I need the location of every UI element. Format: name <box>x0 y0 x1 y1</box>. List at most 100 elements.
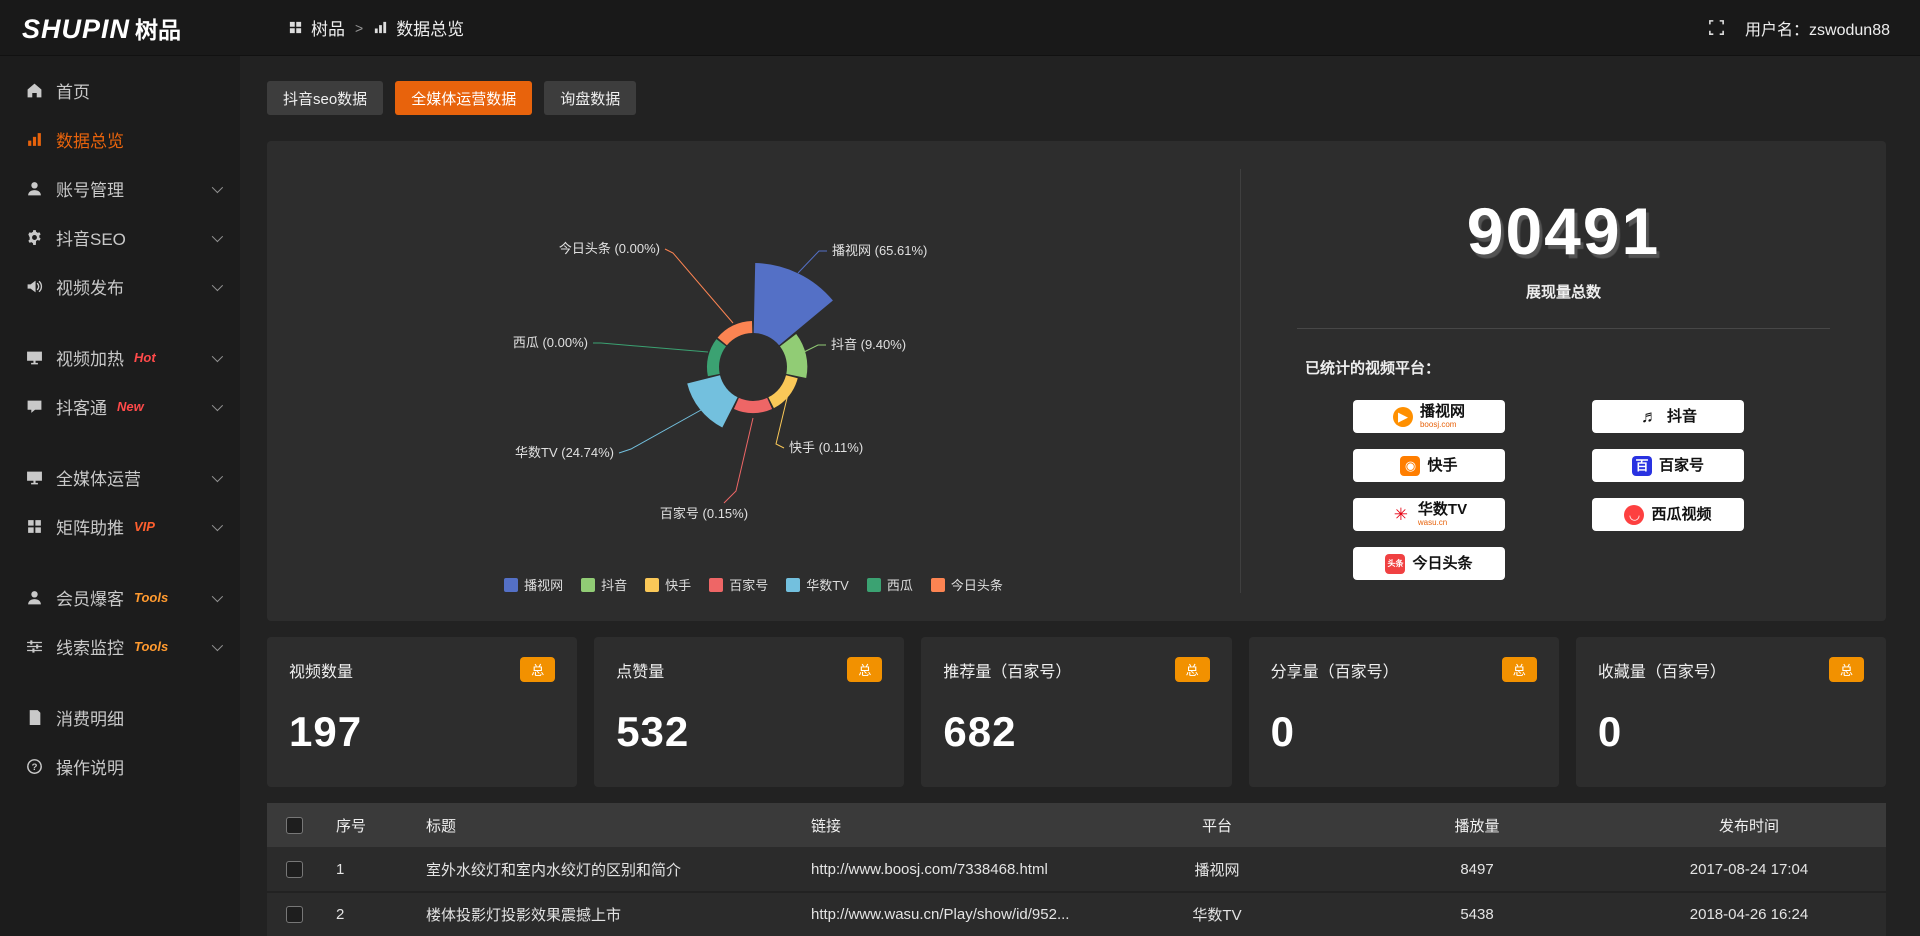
select-all-checkbox[interactable] <box>286 816 303 834</box>
pie-slice-2[interactable] <box>768 375 798 409</box>
tab-media-operation-data[interactable]: 全媒体运营数据 <box>395 81 533 115</box>
legend-item[interactable]: 抖音 <box>581 575 627 594</box>
svg-text:?: ? <box>32 762 38 773</box>
username-label[interactable]: 用户名：zswodun88 <box>1745 21 1890 39</box>
chevron-down-icon <box>211 590 224 602</box>
total-badge[interactable]: 总 <box>1829 657 1865 682</box>
sidebar-item-video-heating[interactable]: 视频加热 Hot <box>0 333 240 382</box>
breadcrumb-root-icon <box>288 20 303 35</box>
stat-card-title: 收藏量（百家号） <box>1597 663 1726 681</box>
table-section: 序号 标题 链接 平台 播放量 发布时间 1 室外水绞灯和室内水绞灯的区别和简介 http://… <box>267 803 1886 936</box>
row-checkbox[interactable] <box>286 860 303 878</box>
sidebar-item-home[interactable]: 首页 <box>0 66 240 115</box>
sidebar-item-tag: Tools <box>134 590 169 605</box>
platform-logo-icon: ♬ <box>1640 407 1658 426</box>
pie-label-line <box>775 393 789 449</box>
pie-label: 华数TV (24.74%) <box>515 445 614 460</box>
pie-label: 百家号 (0.15%) <box>660 506 748 521</box>
platform-badge: ◉ 快手 <box>1353 449 1505 482</box>
user-icon <box>28 591 41 605</box>
stat-card: 分享量（百家号） 总 0 <box>1248 637 1559 787</box>
pie-label: 抖音 (9.40%) <box>831 337 906 352</box>
logo-text: SHUPIN <box>22 13 131 44</box>
stat-card-value: 532 <box>616 708 690 755</box>
sidebar-item-label: 会员爆客 <box>56 590 124 609</box>
platform-badge: 头条 今日头条 <box>1353 547 1505 580</box>
sidebar-item-media-operation[interactable]: 全媒体运营 <box>0 453 240 502</box>
pie-slice-3[interactable] <box>733 397 773 414</box>
sidebar-item-operation-guide[interactable]: ? 操作说明 <box>0 742 240 791</box>
pie-slice-6[interactable] <box>717 321 753 346</box>
sidebar-item-douyin-seo[interactable]: 抖音SEO <box>0 213 240 262</box>
platform-badge: ◡ 西瓜视频 <box>1592 498 1744 531</box>
pie-label-line <box>593 342 709 353</box>
cell-plays: 8497 <box>1342 847 1612 893</box>
total-badge[interactable]: 总 <box>1501 657 1537 682</box>
app-logo[interactable]: SHUPIN 树品 <box>0 11 240 45</box>
topbar: SHUPIN 树品 树品 > 数据总览 用户名：zswodun88 <box>0 0 1920 56</box>
sidebar-item-douketong[interactable]: 抖客通 New <box>0 382 240 431</box>
legend-label: 百家号 <box>729 578 769 593</box>
platform-badge: ✳ 华数TV wasu.cn <box>1353 498 1505 531</box>
column-header: 发布时间 <box>1612 803 1886 847</box>
total-display-label: 展现量总数 <box>1297 281 1830 329</box>
sidebar: 首页 数据总览 账号管理抖音SEO 视频发布视频加热 Hot 抖客通 New 全媒体运营 矩阵助… <box>0 56 240 936</box>
legend-label: 播视网 <box>524 578 564 593</box>
pie-slice-5[interactable] <box>706 339 726 377</box>
total-badge[interactable]: 总 <box>1174 657 1210 682</box>
column-header: 序号 <box>322 803 412 847</box>
sidebar-item-data-overview[interactable]: 数据总览 <box>0 115 240 164</box>
chevron-down-icon <box>211 230 224 242</box>
total-badge[interactable]: 总 <box>520 657 556 682</box>
cell-link[interactable]: http://www.wasu.cn/Play/show/id/952... <box>797 892 1092 936</box>
row-checkbox[interactable] <box>286 906 303 924</box>
tab-inquiry-data[interactable]: 询盘数据 <box>544 81 637 115</box>
legend-item[interactable]: 今日头条 <box>930 575 1003 594</box>
legend-swatch <box>866 577 881 592</box>
cell-link[interactable]: http://www.boosj.com/7338468.html <box>797 847 1092 893</box>
pie-label-line <box>723 417 754 504</box>
legend-item[interactable]: 西瓜 <box>866 575 913 594</box>
gear-icon <box>28 230 41 245</box>
breadcrumb-root[interactable]: 树品 <box>311 20 345 39</box>
chevron-down-icon <box>211 350 224 362</box>
chevron-down-icon <box>211 519 224 531</box>
platform-logo-icon: ✳ <box>1393 505 1409 524</box>
tab-douyin-seo-data[interactable]: 抖音seo数据 <box>267 81 384 115</box>
sidebar-item-clue-monitor[interactable]: 线索监控 Tools <box>0 622 240 671</box>
sidebar-item-consumption-detail[interactable]: 消费明细 <box>0 693 240 742</box>
total-badge[interactable]: 总 <box>847 657 883 682</box>
breadcrumb-current[interactable]: 数据总览 <box>396 20 465 39</box>
pie-label: 西瓜 (0.00%) <box>513 335 588 350</box>
question-icon: ? <box>27 759 42 774</box>
column-header: 平台 <box>1092 803 1342 847</box>
grid-icon <box>28 520 41 533</box>
stat-card: 视频数量 总 197 <box>267 637 578 787</box>
sidebar-item-label: 抖音SEO <box>56 230 126 249</box>
platform-subtext: wasu.cn <box>1417 518 1448 527</box>
pie-label: 今日头条 (0.00%) <box>559 241 660 256</box>
total-display-count: 90491 <box>1466 194 1661 268</box>
sidebar-item-matrix-boost[interactable]: 矩阵助推 VIP <box>0 502 240 551</box>
legend-item[interactable]: 华数TV <box>786 575 849 594</box>
monitor-icon <box>27 351 42 365</box>
pie-slice-0[interactable] <box>753 263 833 346</box>
column-header: 播放量 <box>1342 803 1612 847</box>
sidebar-item-member-burst[interactable]: 会员爆客 Tools <box>0 573 240 622</box>
sidebar-item-account-management[interactable]: 账号管理 <box>0 164 240 213</box>
fullscreen-icon[interactable] <box>1708 19 1725 36</box>
main-content: 抖音seo数据 全媒体运营数据 询盘数据 播视网 (65.61%) 抖音 (9.40%… <box>240 56 1920 936</box>
platform-logo-icon: 头条 <box>1385 553 1406 574</box>
legend-item[interactable]: 快手 <box>645 575 691 594</box>
sidebar-item-video-publish[interactable]: 视频发布 <box>0 262 240 311</box>
cell-title[interactable]: 楼体投影灯投影效果震撼上市 <box>412 892 797 936</box>
pie-slice-4[interactable] <box>687 375 738 428</box>
legend-label: 快手 <box>665 578 692 593</box>
table-row: 1 室外水绞灯和室内水绞灯的区别和简介 http://www.boosj.com/7… <box>267 847 1886 893</box>
legend-item[interactable]: 播视网 <box>504 575 563 594</box>
legend-item[interactable]: 百家号 <box>709 575 768 594</box>
pie-slice-1[interactable] <box>780 334 808 378</box>
cell-title[interactable]: 室外水绞灯和室内水绞灯的区别和简介 <box>412 847 797 893</box>
chevron-down-icon <box>211 399 224 411</box>
platform-badge: ♬ 抖音 <box>1592 400 1744 433</box>
